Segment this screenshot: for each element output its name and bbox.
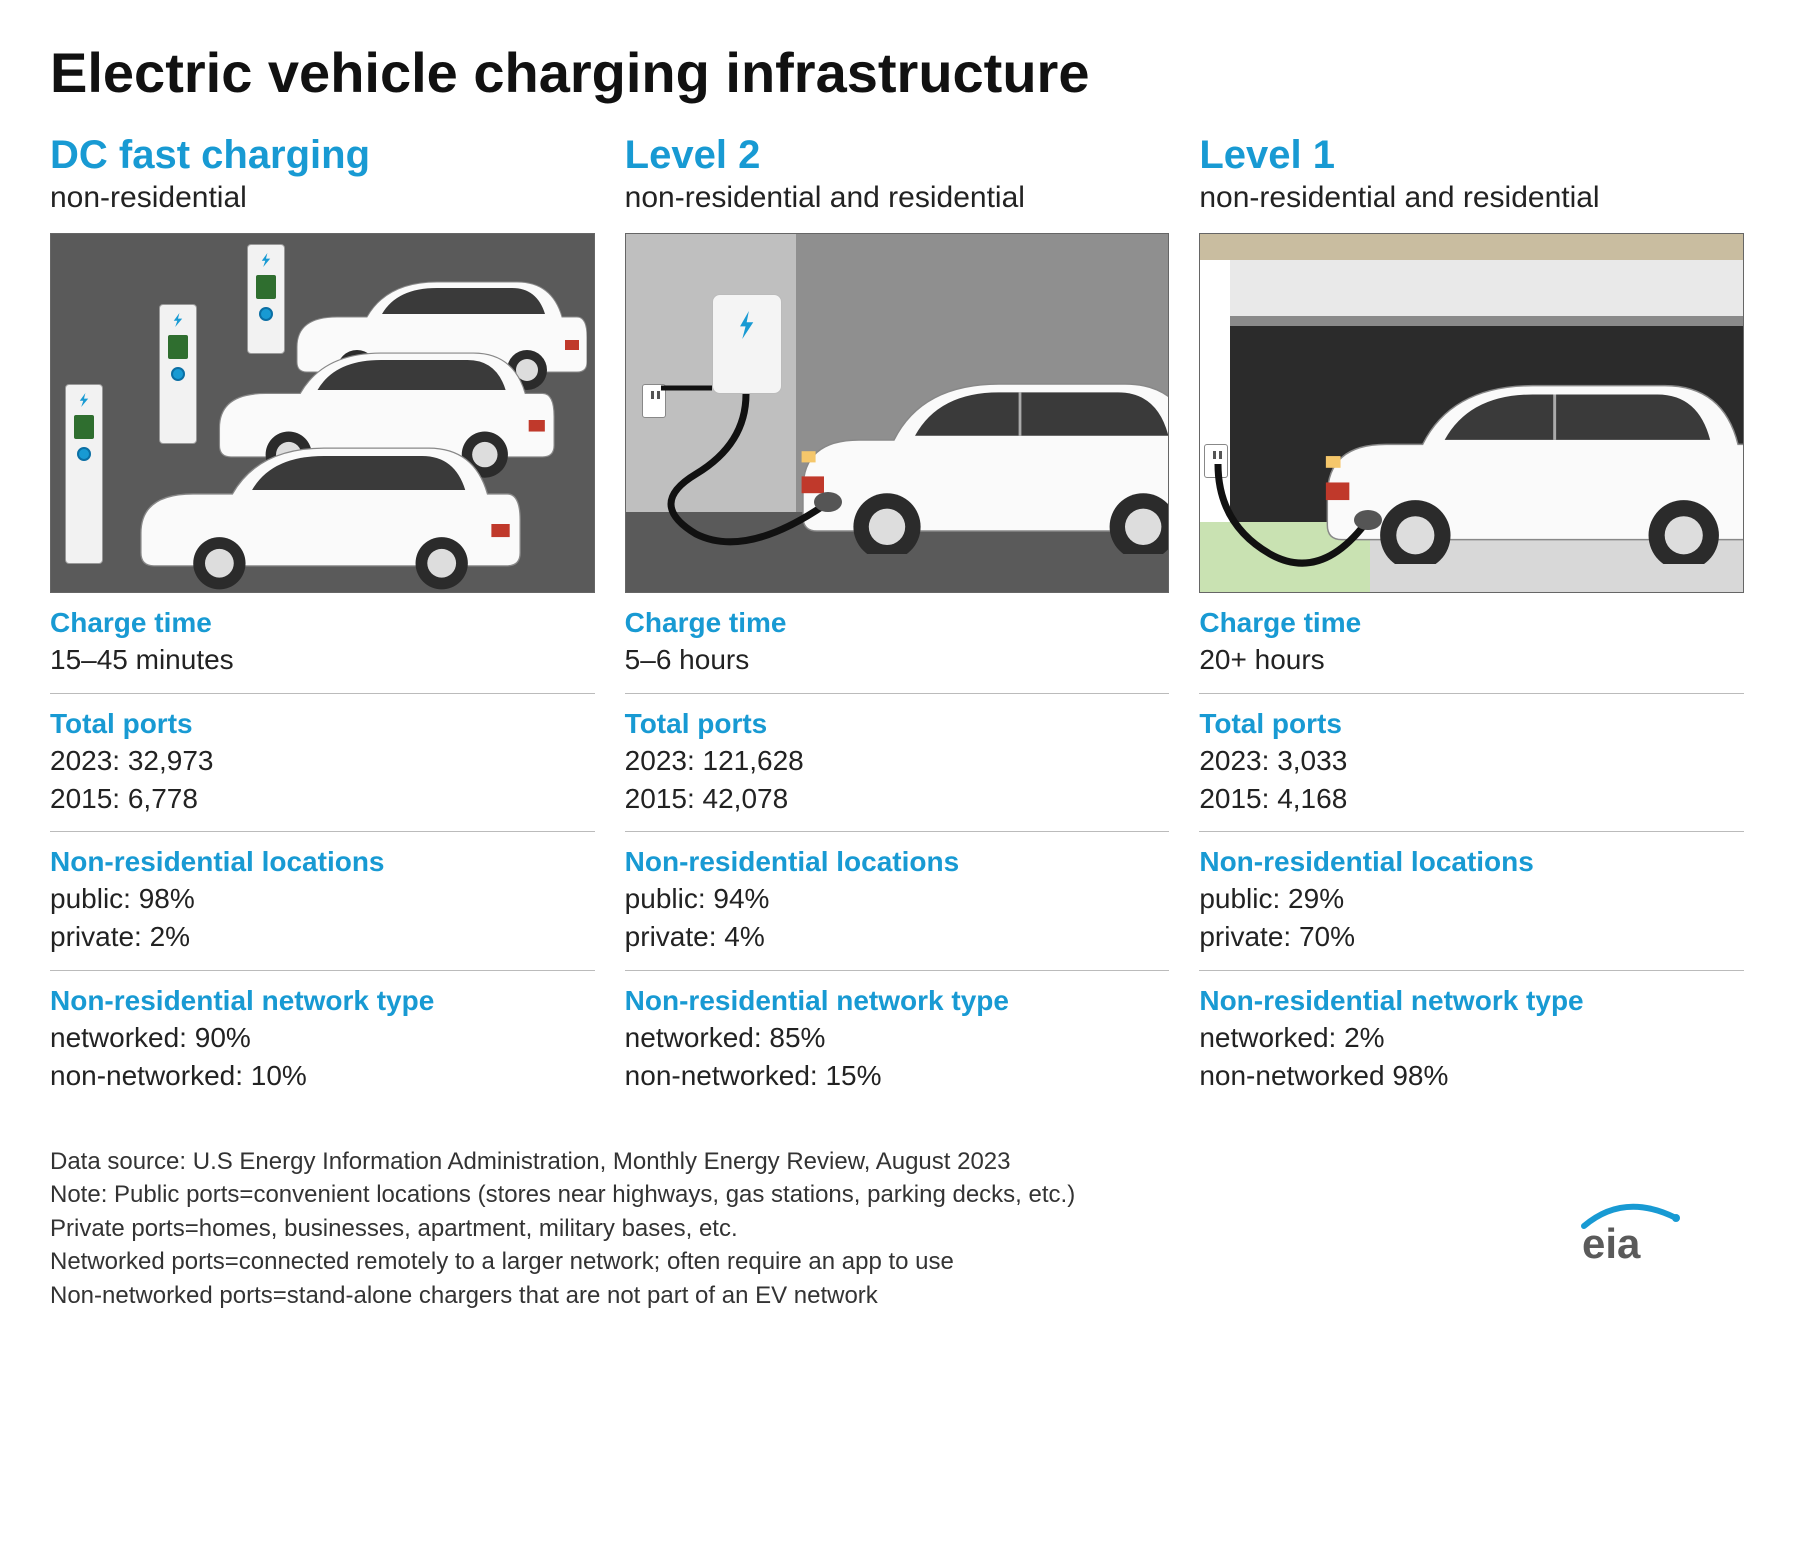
section-charge-time: Charge time 5–6 hours [625, 593, 1170, 694]
wallbox-icon [712, 294, 782, 394]
cable-icon [1210, 454, 1410, 584]
ports-row: 2015: 42,078 [625, 780, 1170, 818]
wall-band [1230, 316, 1743, 326]
ports-row: 2015: 6,778 [50, 780, 595, 818]
footnotes: Data source: U.S Energy Information Admi… [50, 1145, 1744, 1313]
locations-row: public: 94% [625, 880, 1170, 918]
logo-text: eia [1582, 1220, 1641, 1267]
ports-row: 2023: 32,973 [50, 742, 595, 780]
value-charge-time: 5–6 hours [625, 641, 1170, 679]
label-network: Non-residential network type [625, 985, 1170, 1017]
note-line: Note: Public ports=convenient locations … [50, 1178, 1744, 1212]
cable-icon [656, 384, 876, 554]
section-total-ports: Total ports 2023: 32,973 2015: 6,778 [50, 694, 595, 833]
locations-row: private: 4% [625, 918, 1170, 956]
section-total-ports: Total ports 2023: 3,033 2015: 4,168 [1199, 694, 1744, 833]
section-network: Non-residential network type networked: … [50, 971, 595, 1109]
network-row: non-networked: 10% [50, 1057, 595, 1095]
col-title-dc: DC fast charging [50, 133, 595, 177]
label-network: Non-residential network type [1199, 985, 1744, 1017]
label-charge-time: Charge time [625, 607, 1170, 639]
note-line: Data source: U.S Energy Information Admi… [50, 1145, 1744, 1179]
section-network: Non-residential network type networked: … [1199, 971, 1744, 1109]
label-total-ports: Total ports [1199, 708, 1744, 740]
ports-row: 2015: 4,168 [1199, 780, 1744, 818]
section-total-ports: Total ports 2023: 121,628 2015: 42,078 [625, 694, 1170, 833]
ports-row: 2023: 121,628 [625, 742, 1170, 780]
value-charge-time: 15–45 minutes [50, 641, 595, 679]
label-charge-time: Charge time [50, 607, 595, 639]
label-total-ports: Total ports [50, 708, 595, 740]
col-subtitle-l1: non-residential and residential [1199, 181, 1744, 215]
label-locations: Non-residential locations [625, 846, 1170, 878]
roof [1200, 234, 1743, 260]
value-charge-time: 20+ hours [1199, 641, 1744, 679]
col-subtitle-l2: non-residential and residential [625, 181, 1170, 215]
label-total-ports: Total ports [625, 708, 1170, 740]
locations-row: public: 98% [50, 880, 595, 918]
columns-container: DC fast charging non-residential [50, 133, 1744, 1109]
illustration-l2 [625, 233, 1170, 593]
network-row: networked: 90% [50, 1019, 595, 1057]
car-icon [109, 422, 539, 592]
eia-logo: eia [1564, 1198, 1684, 1273]
page: Electric vehicle charging infrastructure… [50, 40, 1744, 1313]
network-row: non-networked 98% [1199, 1057, 1744, 1095]
note-line: Private ports=homes, businesses, apartme… [50, 1212, 1744, 1246]
locations-row: private: 2% [50, 918, 595, 956]
network-row: networked: 2% [1199, 1019, 1744, 1057]
note-line: Networked ports=connected remotely to a … [50, 1245, 1744, 1279]
column-dc-fast: DC fast charging non-residential [50, 133, 595, 1109]
section-locations: Non-residential locations public: 98% pr… [50, 832, 595, 971]
column-level-2: Level 2 non-residential and residential [625, 133, 1170, 1109]
network-row: non-networked: 15% [625, 1057, 1170, 1095]
illustration-dc [50, 233, 595, 593]
wall-top [1230, 260, 1743, 316]
ports-row: 2023: 3,033 [1199, 742, 1744, 780]
column-level-1: Level 1 non-residential and residential [1199, 133, 1744, 1109]
col-title-l2: Level 2 [625, 133, 1170, 177]
locations-row: private: 70% [1199, 918, 1744, 956]
col-subtitle-dc: non-residential [50, 181, 595, 215]
network-row: networked: 85% [625, 1019, 1170, 1057]
section-locations: Non-residential locations public: 29% pr… [1199, 832, 1744, 971]
page-title: Electric vehicle charging infrastructure [50, 40, 1744, 105]
section-network: Non-residential network type networked: … [625, 971, 1170, 1109]
label-locations: Non-residential locations [50, 846, 595, 878]
section-locations: Non-residential locations public: 94% pr… [625, 832, 1170, 971]
illustration-l1 [1199, 233, 1744, 593]
charger-icon [65, 384, 103, 564]
section-charge-time: Charge time 20+ hours [1199, 593, 1744, 694]
label-locations: Non-residential locations [1199, 846, 1744, 878]
section-charge-time: Charge time 15–45 minutes [50, 593, 595, 694]
label-charge-time: Charge time [1199, 607, 1744, 639]
col-title-l1: Level 1 [1199, 133, 1744, 177]
note-line: Non-networked ports=stand-alone chargers… [50, 1279, 1744, 1313]
label-network: Non-residential network type [50, 985, 595, 1017]
locations-row: public: 29% [1199, 880, 1744, 918]
